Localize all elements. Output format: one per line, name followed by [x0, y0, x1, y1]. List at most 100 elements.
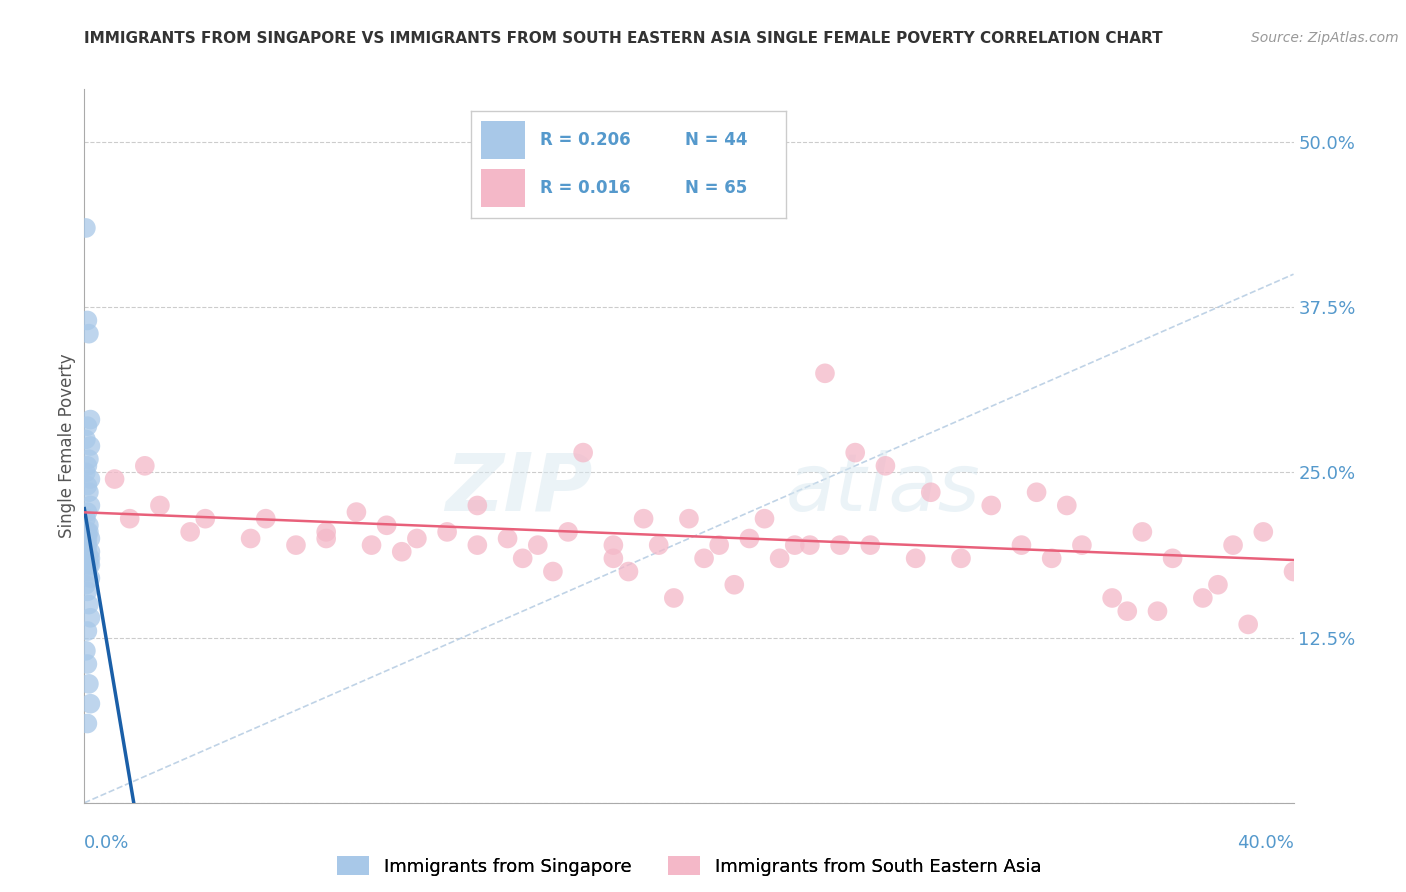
- Point: [76, 313, 98, 327]
- Point: [79, 412, 101, 426]
- Point: [79, 558, 101, 572]
- Point: [77, 524, 100, 539]
- Point: [1130, 524, 1153, 539]
- Point: [77, 598, 100, 612]
- Point: [709, 538, 731, 552]
- Y-axis label: Single Female Poverty: Single Female Poverty: [58, 354, 76, 538]
- Point: [75, 578, 97, 592]
- Point: [76, 478, 98, 492]
- Point: [315, 524, 337, 539]
- Point: [75, 644, 97, 658]
- Point: [1222, 538, 1244, 552]
- Point: [134, 458, 156, 473]
- Point: [602, 538, 624, 552]
- Point: [75, 538, 97, 552]
- Text: IMMIGRANTS FROM SINGAPORE VS IMMIGRANTS FROM SOUTH EASTERN ASIA SINGLE FEMALE PO: IMMIGRANTS FROM SINGAPORE VS IMMIGRANTS …: [84, 31, 1163, 46]
- Text: atlas: atlas: [786, 450, 980, 528]
- Point: [79, 571, 101, 585]
- Point: [783, 538, 806, 552]
- Point: [980, 499, 1002, 513]
- Text: 0.0%: 0.0%: [84, 834, 129, 852]
- Point: [79, 532, 101, 546]
- Point: [754, 511, 776, 525]
- Point: [118, 511, 141, 525]
- Point: [557, 524, 579, 539]
- Point: [75, 511, 97, 525]
- Point: [814, 367, 837, 381]
- Point: [77, 452, 100, 467]
- Point: [662, 591, 685, 605]
- Legend: Immigrants from Singapore, Immigrants from South Eastern Asia: Immigrants from Singapore, Immigrants fr…: [337, 856, 1040, 876]
- Point: [77, 558, 100, 572]
- Point: [859, 538, 882, 552]
- Text: ZIP: ZIP: [444, 450, 592, 528]
- Point: [467, 538, 489, 552]
- Point: [648, 538, 671, 552]
- Point: [75, 466, 97, 480]
- Point: [79, 697, 101, 711]
- Point: [285, 538, 308, 552]
- Point: [239, 532, 262, 546]
- Point: [1071, 538, 1094, 552]
- Point: [346, 505, 368, 519]
- Point: [76, 545, 98, 559]
- Point: [194, 511, 217, 525]
- Point: [76, 584, 98, 599]
- Point: [75, 221, 97, 235]
- Point: [75, 433, 97, 447]
- Point: [633, 511, 655, 525]
- Point: [1056, 499, 1078, 513]
- Point: [406, 532, 429, 546]
- Point: [79, 611, 101, 625]
- Point: [678, 511, 700, 525]
- Point: [617, 565, 640, 579]
- Point: [76, 551, 98, 566]
- Point: [79, 439, 101, 453]
- Point: [799, 538, 821, 552]
- Point: [904, 551, 927, 566]
- Point: [375, 518, 398, 533]
- Point: [1040, 551, 1063, 566]
- Point: [875, 458, 897, 473]
- Point: [467, 499, 489, 513]
- Point: [1253, 524, 1275, 539]
- Point: [149, 499, 172, 513]
- Point: [77, 326, 100, 341]
- Point: [315, 532, 337, 546]
- Point: [77, 551, 100, 566]
- Point: [79, 499, 101, 513]
- Point: [391, 545, 413, 559]
- Point: [77, 518, 100, 533]
- Point: [360, 538, 382, 552]
- Point: [1161, 551, 1184, 566]
- Point: [76, 565, 98, 579]
- Point: [76, 524, 98, 539]
- Text: 40.0%: 40.0%: [1237, 834, 1294, 852]
- Point: [950, 551, 973, 566]
- Point: [76, 458, 98, 473]
- Point: [75, 545, 97, 559]
- Point: [1282, 565, 1305, 579]
- Point: [920, 485, 942, 500]
- Point: [76, 716, 98, 731]
- Point: [436, 524, 458, 539]
- Point: [77, 485, 100, 500]
- Point: [602, 551, 624, 566]
- Point: [1146, 604, 1168, 618]
- Point: [104, 472, 127, 486]
- Point: [179, 524, 201, 539]
- Point: [1025, 485, 1047, 500]
- Point: [254, 511, 277, 525]
- Point: [77, 677, 100, 691]
- Point: [79, 545, 101, 559]
- Point: [76, 538, 98, 552]
- Text: Source: ZipAtlas.com: Source: ZipAtlas.com: [1251, 31, 1399, 45]
- Point: [512, 551, 534, 566]
- Point: [541, 565, 564, 579]
- Point: [769, 551, 792, 566]
- Point: [79, 551, 101, 566]
- Point: [76, 624, 98, 638]
- Point: [1011, 538, 1033, 552]
- Point: [76, 657, 98, 671]
- Point: [496, 532, 519, 546]
